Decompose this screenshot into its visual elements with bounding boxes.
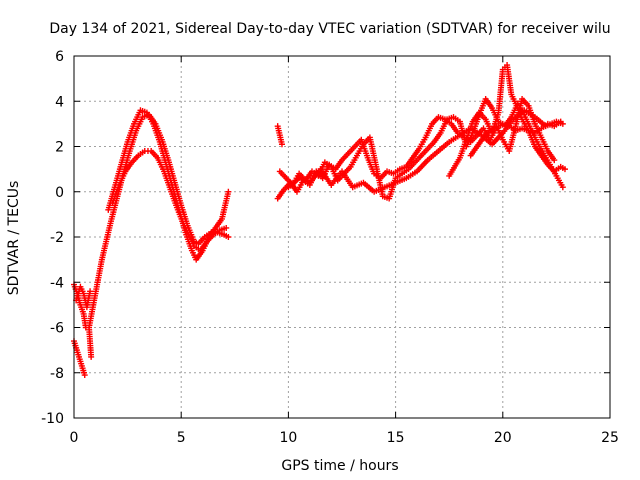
data-points [71, 62, 568, 379]
y-tick-label: -6 [50, 321, 64, 337]
data-point [551, 157, 558, 164]
y-axis-label: SDTVAR / TECUs [6, 181, 22, 296]
y-tick-label: 6 [55, 49, 64, 65]
x-tick-label: 5 [177, 430, 186, 446]
data-point [223, 224, 230, 231]
chart-title: Day 134 of 2021, Sidereal Day-to-day VTE… [49, 21, 610, 37]
data-point [278, 141, 285, 148]
y-tick-label: -4 [50, 275, 64, 291]
data-point [225, 234, 232, 240]
series-track-7 [274, 123, 285, 148]
x-tick-label: 20 [494, 430, 512, 446]
x-tick-label: 25 [601, 430, 619, 446]
data-point [225, 188, 232, 195]
y-tick-label: -10 [41, 411, 64, 427]
y-tick-label: 2 [55, 140, 64, 156]
data-point [87, 288, 94, 295]
data-point [81, 372, 88, 379]
x-tick-label: 10 [279, 430, 297, 446]
data-point [561, 166, 568, 173]
y-tick-label: 0 [55, 185, 64, 201]
axis-ticks: 0 5 10 15 20 25 -10 -8 -6 -4 -2 0 2 4 6 [41, 49, 619, 446]
x-axis-label: GPS time / hours [281, 458, 398, 474]
y-tick-label: 4 [55, 94, 64, 110]
series-track-3 [73, 283, 94, 311]
x-tick-label: 0 [70, 430, 79, 446]
data-point [559, 120, 566, 127]
x-tick-label: 15 [387, 430, 405, 446]
series-track-6 [109, 148, 230, 254]
y-tick-label: -2 [50, 230, 64, 246]
y-tick-label: -8 [50, 366, 64, 382]
data-point [559, 184, 566, 191]
series-track-12 [467, 95, 558, 164]
